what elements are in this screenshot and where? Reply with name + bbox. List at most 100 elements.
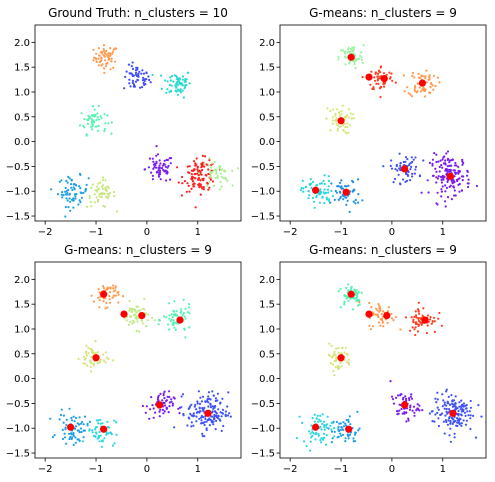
data-point <box>440 324 443 327</box>
data-point <box>215 172 218 175</box>
data-point <box>394 315 397 319</box>
data-point <box>347 299 350 302</box>
data-point <box>73 182 76 186</box>
data-point <box>128 309 131 312</box>
data-point <box>109 68 112 71</box>
data-point <box>415 322 418 326</box>
data-point <box>397 173 400 176</box>
data-point <box>180 406 183 409</box>
data-point <box>141 307 144 311</box>
data-point <box>49 417 52 420</box>
data-point <box>85 350 88 353</box>
data-point <box>102 54 105 57</box>
data-point <box>220 415 223 418</box>
data-point <box>422 307 425 310</box>
data-point <box>204 155 207 158</box>
data-point <box>82 191 85 195</box>
data-point <box>385 73 388 76</box>
data-point <box>77 429 80 432</box>
data-point <box>181 84 184 87</box>
data-point <box>351 190 354 193</box>
data-point <box>425 69 428 72</box>
data-point <box>114 286 117 289</box>
data-point <box>104 361 107 364</box>
data-point <box>165 406 168 409</box>
data-point <box>97 47 100 50</box>
data-point <box>106 197 109 200</box>
data-point <box>129 85 132 88</box>
data-point <box>56 193 60 196</box>
data-point <box>319 188 322 191</box>
data-point <box>357 429 360 432</box>
data-point <box>350 50 353 53</box>
y-tick-label: −0.5 <box>6 162 30 173</box>
data-point <box>381 318 384 322</box>
data-point <box>205 400 209 403</box>
data-point <box>168 317 171 320</box>
data-point <box>161 408 164 411</box>
data-point <box>193 185 196 188</box>
data-point <box>148 78 151 82</box>
data-point <box>416 82 419 85</box>
data-point <box>469 427 472 431</box>
data-point <box>449 403 452 406</box>
data-point <box>79 201 82 204</box>
data-point <box>423 95 427 98</box>
data-point <box>79 173 82 176</box>
data-point <box>91 114 94 117</box>
data-point <box>337 290 340 293</box>
data-point <box>217 408 220 411</box>
data-point <box>342 421 345 424</box>
cluster-center-marker <box>365 310 373 318</box>
data-point <box>200 416 203 419</box>
data-point <box>403 90 406 93</box>
data-point <box>466 169 469 172</box>
data-point <box>147 313 150 316</box>
data-point <box>453 403 456 406</box>
data-point <box>413 172 416 175</box>
data-point <box>445 152 448 155</box>
data-point <box>93 193 96 196</box>
data-point <box>344 437 347 440</box>
data-point <box>333 374 336 377</box>
data-point <box>411 175 414 178</box>
y-tick-label: 1.0 <box>259 324 275 335</box>
data-point <box>70 186 73 189</box>
data-point <box>416 403 419 406</box>
cluster-2 <box>123 297 156 333</box>
data-point <box>373 76 376 79</box>
data-point <box>107 186 110 190</box>
data-point <box>357 201 360 204</box>
data-point <box>173 426 176 429</box>
data-point <box>339 422 342 425</box>
data-point <box>335 420 338 424</box>
data-point <box>398 152 401 155</box>
data-point <box>389 380 392 383</box>
data-point <box>443 401 446 404</box>
data-point <box>458 401 461 404</box>
data-point <box>411 95 414 98</box>
data-point <box>399 182 402 185</box>
data-point <box>72 197 75 200</box>
data-point <box>320 441 323 444</box>
data-point <box>102 297 105 300</box>
data-point <box>405 411 408 414</box>
data-point <box>409 395 412 398</box>
data-point <box>136 68 139 71</box>
data-point <box>74 425 78 428</box>
data-point <box>212 169 215 172</box>
data-point <box>458 417 461 420</box>
data-point <box>142 81 145 85</box>
data-point <box>390 312 393 315</box>
data-point <box>454 164 457 167</box>
data-point <box>405 397 408 400</box>
data-point <box>323 188 326 191</box>
data-point <box>444 414 447 417</box>
data-point <box>86 119 89 122</box>
data-point <box>344 131 347 134</box>
data-point <box>59 413 63 417</box>
data-point <box>109 301 112 304</box>
data-point <box>342 123 345 127</box>
data-point <box>88 196 91 199</box>
data-point <box>152 160 155 163</box>
